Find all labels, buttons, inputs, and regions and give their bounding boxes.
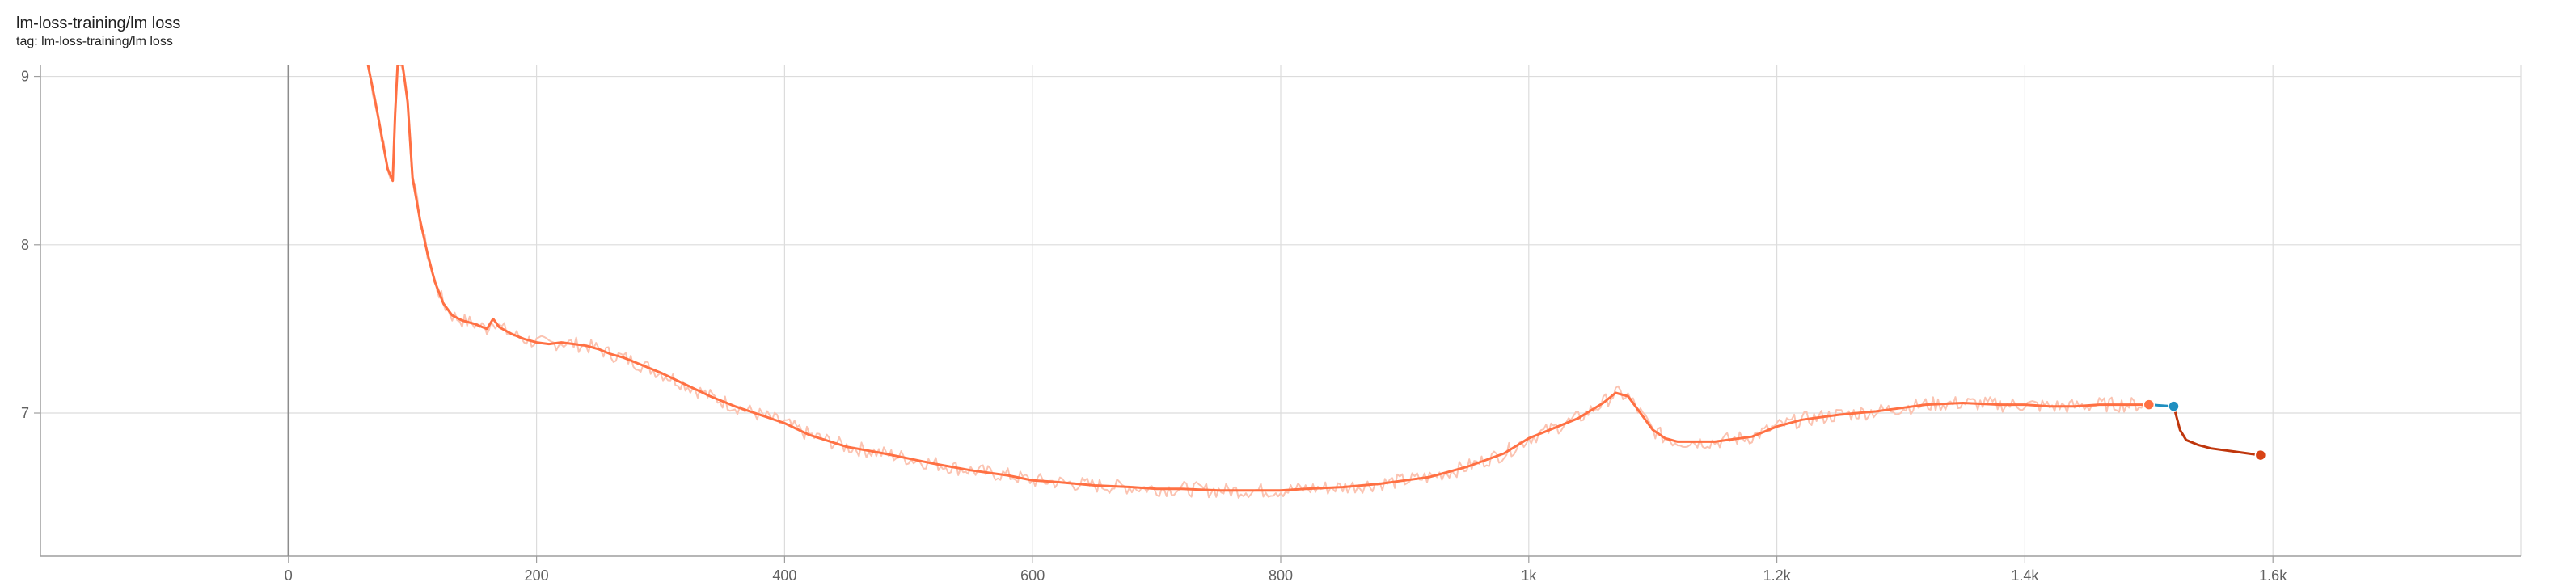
x-tick-label: 1.2k xyxy=(1763,567,1792,582)
series-line-1[interactable] xyxy=(366,65,2151,492)
series-3-end-point[interactable] xyxy=(2254,449,2267,462)
y-tick-label: 7 xyxy=(21,405,29,421)
y-tick-label: 8 xyxy=(21,237,29,253)
x-tick-label: 1.4k xyxy=(2011,567,2039,582)
axes xyxy=(34,65,2521,563)
x-tick-label: 600 xyxy=(1020,567,1045,582)
raw-series xyxy=(367,65,2147,499)
x-tick-label: 800 xyxy=(1269,567,1293,582)
x-tick-label: 400 xyxy=(772,567,796,582)
x-tick-label: 1.6k xyxy=(2259,567,2287,582)
card-title: lm-loss-training/lm loss xyxy=(16,15,181,32)
x-tick-label: 1k xyxy=(1521,567,1537,582)
series-2-end-point[interactable] xyxy=(2168,400,2180,412)
series-1-end-point[interactable] xyxy=(2143,399,2156,411)
card-header: lm-loss-training/lm loss tag: lm-loss-tr… xyxy=(16,13,180,50)
tick-labels: 0 200 400 600 800 1k 1.2k 1.4k 1.6k 7 8 9 xyxy=(21,69,2287,582)
grid xyxy=(40,65,2522,556)
card-tag: tag: lm-loss-training/lm loss xyxy=(16,35,173,48)
series[interactable] xyxy=(366,65,2267,492)
raw-series-run-1 xyxy=(367,65,2147,499)
x-tick-label: 200 xyxy=(525,567,549,582)
y-tick-label: 9 xyxy=(21,69,29,85)
x-tick-label: 0 xyxy=(285,567,293,582)
series-line-3[interactable] xyxy=(2173,405,2262,457)
